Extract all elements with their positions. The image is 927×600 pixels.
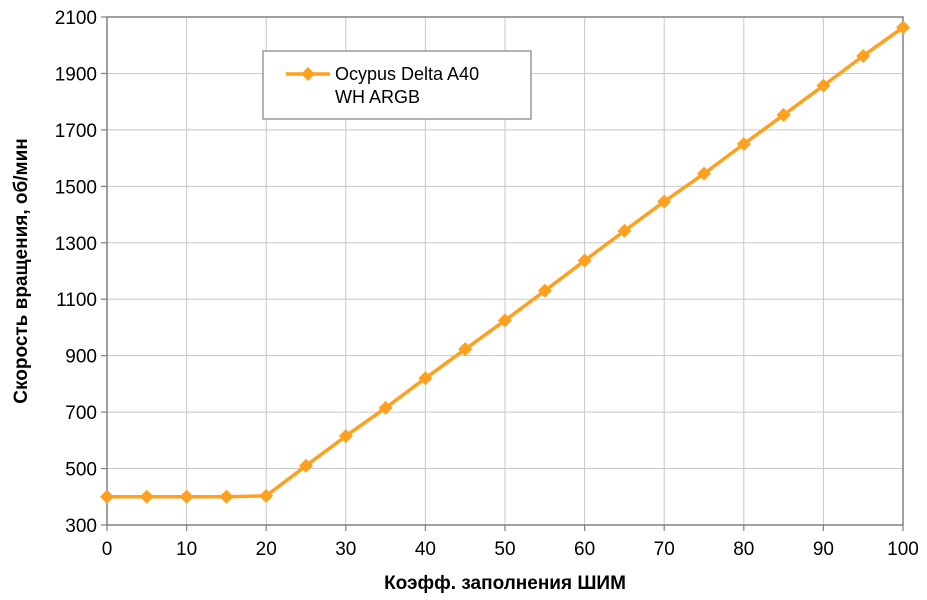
x-tick-label: 40 [415, 539, 436, 560]
legend-label-line1: Ocypus Delta A40 [335, 64, 479, 84]
x-tick-label: 60 [574, 539, 595, 560]
y-tick-label: 1500 [55, 177, 97, 198]
y-tick-label: 900 [65, 347, 97, 368]
data-point-marker [299, 458, 313, 473]
y-axis-title: Скорость вращения, об/мин [11, 138, 32, 403]
data-point-marker [816, 78, 831, 93]
data-point-marker [179, 489, 194, 504]
x-axis-ticks: 0 10 20 30 40 50 60 70 80 90 100 [102, 525, 919, 560]
data-point-marker [418, 371, 433, 386]
data-point-marker [736, 137, 751, 151]
y-tick-label: 700 [65, 403, 97, 424]
data-point-marker [259, 488, 274, 503]
x-tick-label: 20 [256, 539, 277, 560]
y-axis-ticks: 300 500 700 900 1100 1300 1500 1700 1900 2100 [55, 8, 107, 537]
data-point-marker [338, 429, 353, 444]
y-tick-label: 2100 [55, 8, 97, 29]
legend-marker-diamond [301, 67, 315, 81]
y-tick-label: 500 [65, 460, 97, 481]
legend: Ocypus Delta A40 WH ARGB [262, 50, 532, 120]
data-point-marker [537, 283, 552, 298]
data-point-marker [896, 20, 910, 35]
legend-label-line2: WH ARGB [335, 87, 420, 107]
x-tick-label: 50 [494, 539, 515, 560]
y-tick-label: 1300 [55, 234, 97, 255]
x-axis-title: Коэфф. заполнения ШИМ [384, 573, 626, 594]
x-tick-label: 10 [176, 539, 197, 560]
x-tick-label: 90 [813, 539, 834, 560]
data-point-marker [617, 223, 632, 238]
data-point-marker [498, 313, 512, 328]
data-point-marker [856, 48, 871, 63]
y-tick-label: 1100 [56, 290, 97, 311]
x-tick-label: 30 [335, 539, 356, 560]
data-point-marker [577, 253, 592, 268]
x-tick-label: 70 [654, 539, 675, 560]
data-point-marker [100, 489, 114, 504]
y-tick-label: 1900 [55, 64, 97, 85]
legend-box [262, 50, 532, 120]
series-layer [100, 20, 910, 504]
x-tick-label: 0 [102, 539, 113, 560]
y-tick-label: 300 [65, 516, 97, 537]
data-point-marker [219, 489, 234, 504]
data-point-marker [378, 400, 393, 415]
data-point-marker [139, 489, 154, 504]
x-tick-label: 80 [733, 539, 754, 560]
data-point-marker [458, 342, 473, 357]
data-point-marker [776, 107, 791, 122]
data-point-marker [697, 166, 711, 181]
data-point-marker [657, 194, 672, 209]
x-tick-label: 100 [887, 539, 919, 560]
y-tick-label: 1700 [55, 121, 97, 142]
